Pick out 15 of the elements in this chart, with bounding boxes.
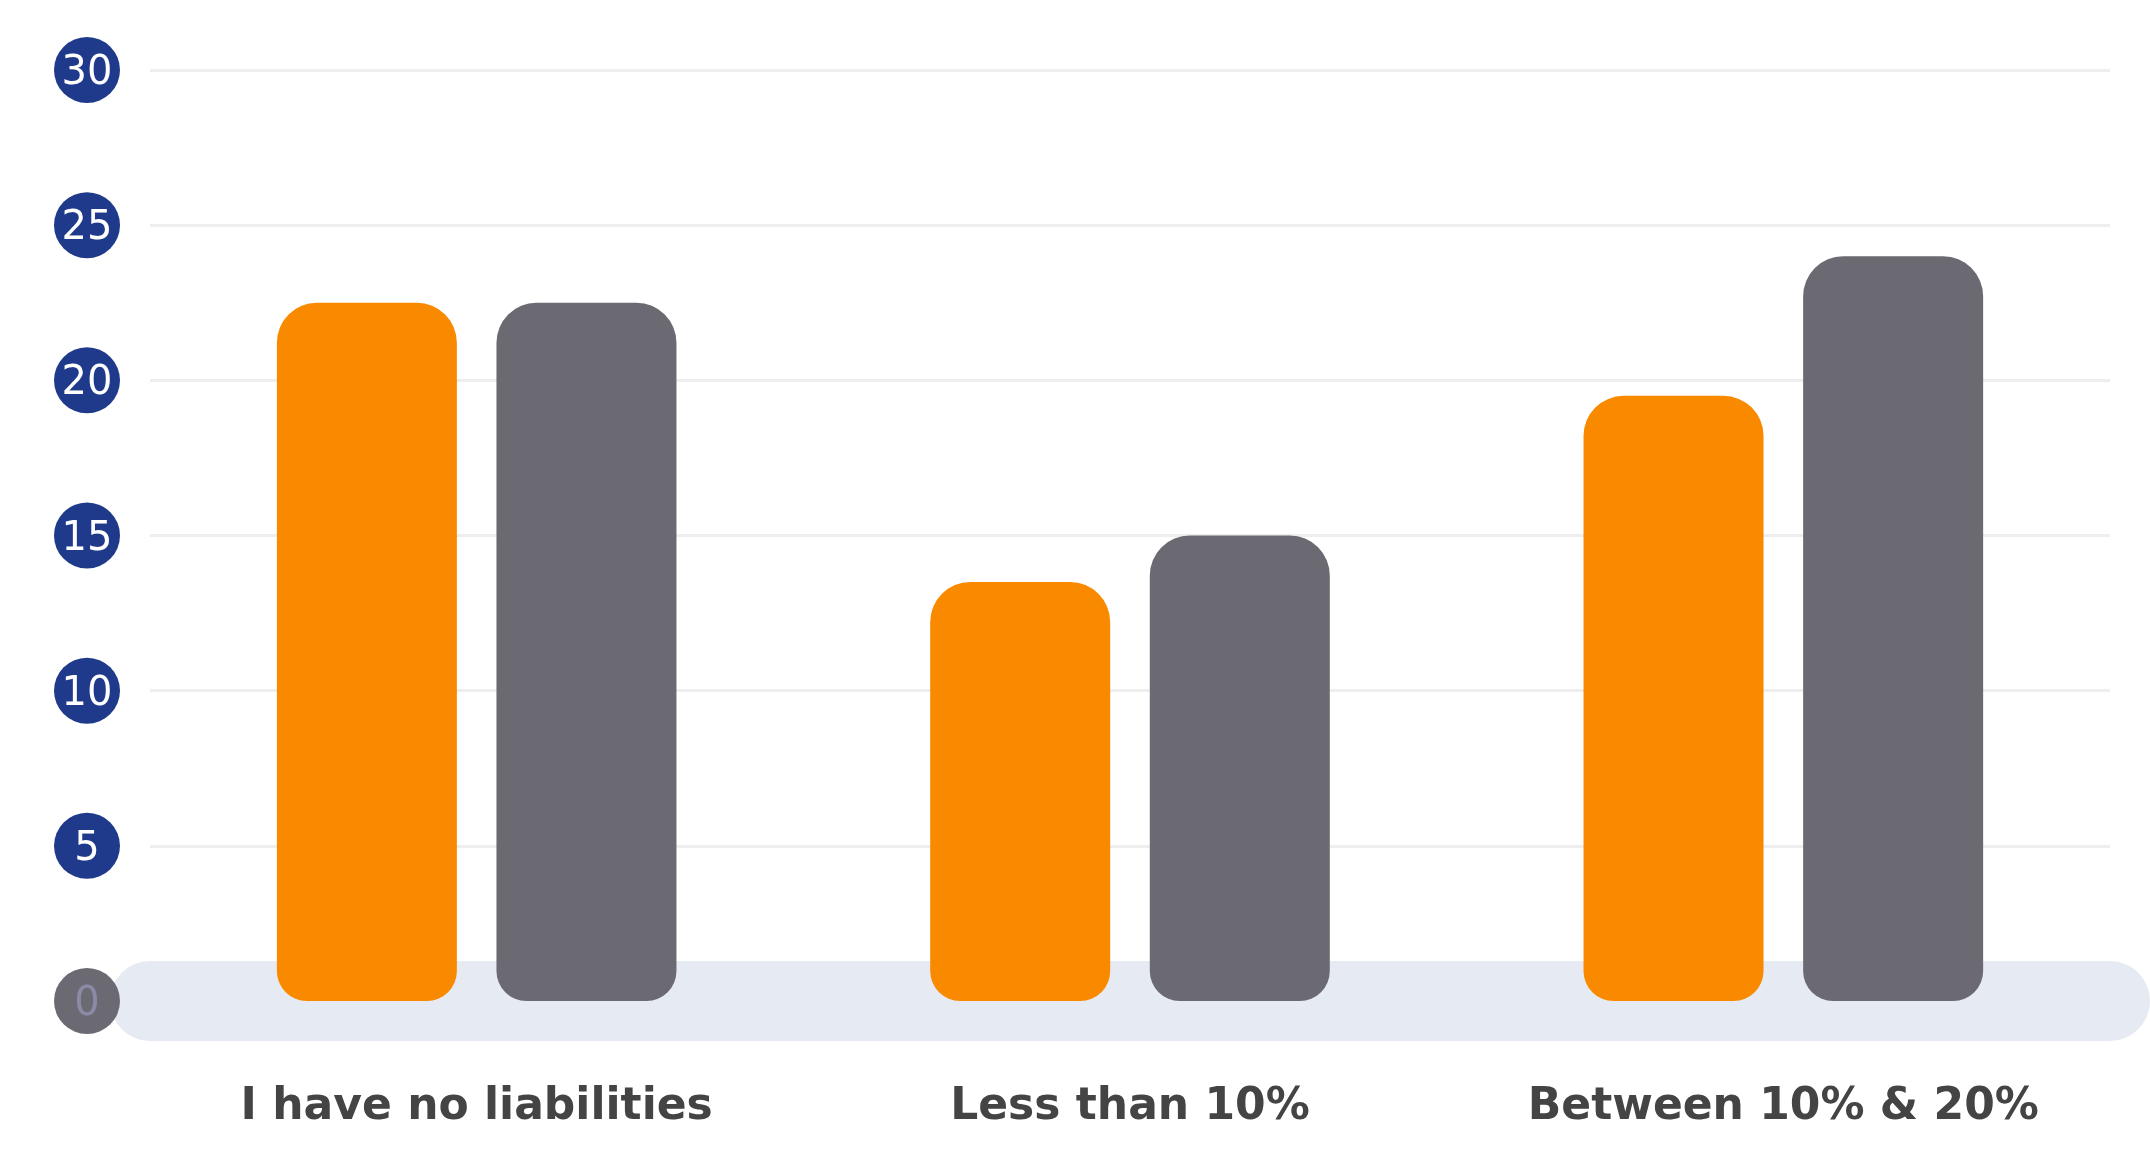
- y-tick-label: 15: [61, 512, 113, 559]
- y-tick-label: 25: [61, 202, 113, 249]
- bar: [930, 582, 1111, 1001]
- bar: [1803, 256, 1984, 1001]
- bar: [276, 302, 457, 1001]
- bar: [1149, 535, 1330, 1001]
- bar: [1583, 395, 1764, 1001]
- y-tick-label: 5: [74, 822, 100, 869]
- x-tick-label: Between 10% & 20%: [1527, 1077, 2039, 1129]
- y-tick-label: 10: [61, 667, 113, 714]
- x-tick-label: I have no liabilities: [240, 1077, 713, 1129]
- y-tick-label: 30: [61, 47, 113, 93]
- y-tick-label: 20: [61, 357, 113, 404]
- x-tick-label: Less than 10%: [950, 1077, 1310, 1129]
- bar: [496, 302, 677, 1001]
